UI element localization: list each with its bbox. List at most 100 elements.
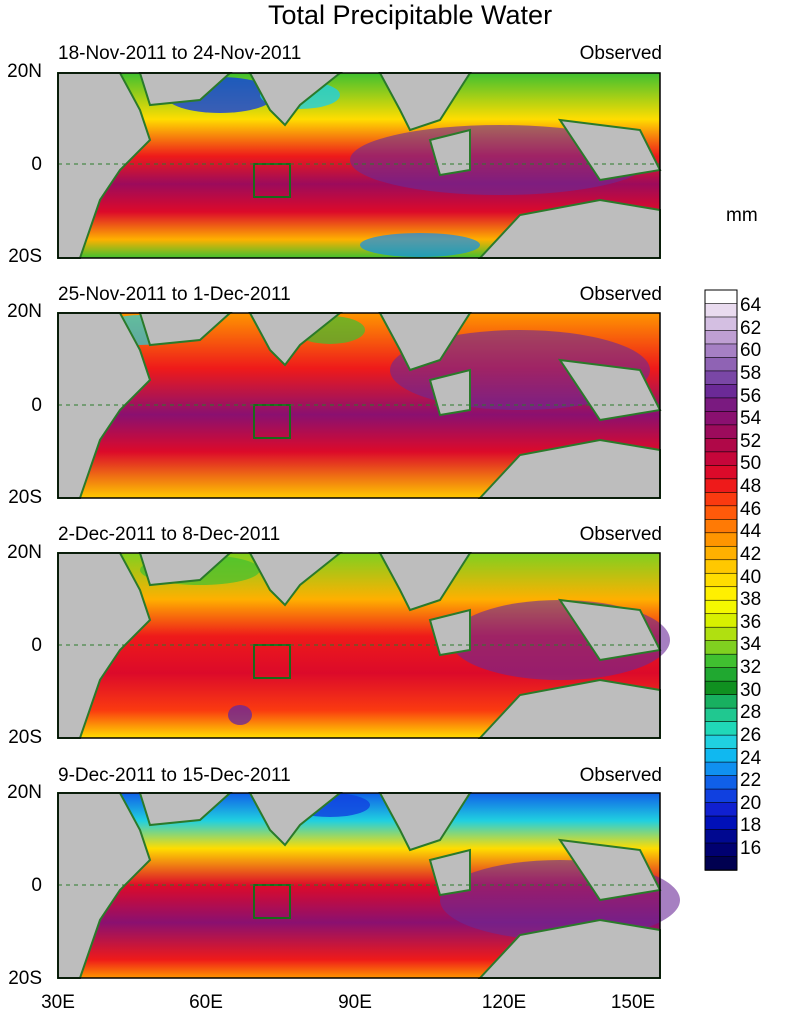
lon-90e: 90E (338, 992, 372, 1013)
colorbar-tick-label: 36 (740, 611, 762, 633)
panel-1-period: 18-Nov-2011 to 24-Nov-2011 (58, 43, 302, 64)
colorbar-swatch (704, 626, 738, 642)
colorbar-tick-label: 48 (740, 476, 762, 497)
p1-lat-0: 0 (31, 154, 42, 175)
lon-60e: 60E (189, 992, 223, 1013)
colorbar-tick-label: 28 (740, 702, 762, 724)
p4-lat-0: 0 (31, 875, 42, 896)
colorbar-swatch (704, 518, 738, 534)
colorbar-tick-label: 50 (740, 453, 762, 475)
colorbar-swatch (704, 559, 738, 575)
p2-box (253, 404, 291, 439)
p2-borneo (428, 368, 471, 417)
p1-box (253, 163, 291, 198)
colorbar-tick-label: 26 (740, 724, 762, 746)
colorbar-swatch (704, 680, 738, 696)
colorbar-swatch (704, 478, 738, 494)
colorbar-tick-label: 24 (740, 747, 762, 769)
colorbar-tick-label: 60 (740, 340, 762, 362)
colorbar-tick-label: 54 (740, 408, 762, 430)
colorbar-tick-label: 30 (740, 679, 762, 701)
colorbar-tick-label: 62 (740, 317, 762, 339)
colorbar-swatch (704, 775, 738, 790)
colorbar-swatch (704, 532, 738, 548)
colorbar-swatch (704, 748, 738, 763)
lon-150e: 150E (610, 992, 656, 1013)
map-panel-1 (57, 72, 662, 259)
p1-dry-south (360, 233, 480, 257)
p4-lat-20n: 20N (7, 782, 42, 803)
colorbar-swatch (704, 640, 738, 655)
colorbar-swatch (704, 815, 738, 831)
p4-box (253, 884, 291, 919)
colorbar-swatch (704, 303, 738, 318)
p2-frame (57, 312, 661, 499)
colorbar-tick-label: 32 (740, 657, 762, 678)
colorbar-swatch (704, 572, 738, 588)
colorbar-swatch (704, 465, 738, 480)
colorbar-tick-label: 22 (740, 770, 762, 792)
colorbar-tick-label: 40 (740, 566, 762, 588)
colorbar-tick-label: 64 (740, 295, 762, 316)
colorbar-swatch (704, 505, 738, 521)
panel-3-status: Observed (579, 524, 662, 545)
panel-4-status: Observed (579, 765, 662, 786)
p2-lat-0: 0 (31, 395, 42, 416)
colorbar-swatch (704, 694, 738, 709)
colorbar-tick-label: 44 (740, 521, 762, 543)
p3-cyclone (228, 705, 252, 725)
colorbar-swatch (704, 856, 738, 871)
colorbar-swatch (704, 438, 738, 453)
colorbar-swatch (704, 411, 738, 426)
p2-lat-20s: 20S (8, 487, 42, 508)
colorbar-swatch (704, 761, 738, 777)
figure-title: Total Precipitable Water (267, 0, 553, 30)
p1-lat-20s: 20S (8, 246, 42, 267)
lon-30e: 30E (41, 992, 75, 1013)
colorbar-swatch (704, 357, 738, 372)
colorbar-tick-label: 52 (740, 430, 762, 452)
map-panel-4 (57, 792, 680, 979)
colorbar-swatch (704, 492, 738, 507)
colorbar-swatch (704, 330, 738, 345)
colorbar-swatch (704, 397, 738, 413)
colorbar-tick-label: 42 (740, 543, 762, 565)
colorbar-swatch (704, 384, 738, 399)
colorbar-tick-label: 34 (740, 634, 762, 656)
colorbar-swatch (704, 451, 738, 467)
colorbar-swatch (704, 707, 738, 723)
panel-4-period: 9-Dec-2011 to 15-Dec-2011 (58, 765, 291, 786)
colorbar-tick-label: 46 (740, 498, 762, 520)
p4-borneo (428, 848, 471, 897)
colorbar-swatch (704, 424, 738, 440)
colorbar-swatch (704, 545, 738, 561)
panel-3-period: 2-Dec-2011 to 8-Dec-2011 (58, 524, 281, 545)
lon-120e: 120E (481, 992, 527, 1013)
p3-frame (57, 552, 661, 739)
colorbar-tick-label: 56 (740, 385, 762, 407)
map-panel-2 (57, 312, 662, 499)
colorbar-swatch (704, 370, 738, 386)
unit-label: mm (726, 205, 758, 226)
colorbar-swatch (704, 316, 738, 332)
colorbar-tick-label: 16 (740, 838, 762, 859)
p3-borneo (428, 608, 471, 657)
colorbar-swatch (704, 829, 738, 844)
colorbar (704, 289, 738, 871)
colorbar-tick-label: 18 (740, 815, 762, 837)
colorbar-tick-label: 38 (740, 589, 762, 611)
p3-lat-20s: 20S (8, 727, 42, 748)
colorbar-swatch (704, 289, 738, 305)
panel-1-status: Observed (579, 43, 662, 64)
colorbar-swatch (704, 842, 738, 858)
colorbar-tick-label: 58 (740, 362, 762, 384)
p4-lat-20s: 20S (8, 968, 42, 989)
p1-lat-20n: 20N (7, 61, 42, 82)
p4-frame (57, 792, 661, 979)
colorbar-swatch (704, 653, 738, 669)
colorbar-swatch (704, 802, 738, 817)
colorbar-swatch (704, 343, 738, 359)
p1-frame (57, 72, 661, 259)
colorbar-frame (704, 289, 738, 871)
p3-lat-20n: 20N (7, 542, 42, 563)
